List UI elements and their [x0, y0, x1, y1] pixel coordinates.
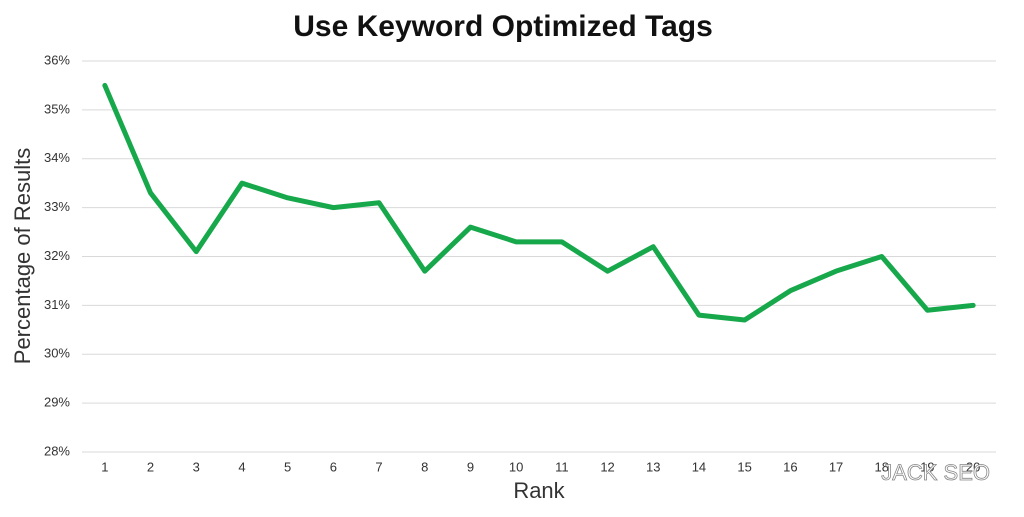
- x-tick-label: 20: [966, 459, 980, 474]
- data-line: [102, 82, 976, 323]
- y-tick-label: 28%: [44, 443, 70, 458]
- y-tick-label: 35%: [44, 101, 70, 116]
- x-tick-label: 16: [783, 459, 797, 474]
- chart-title: Use Keyword Optimized Tags: [293, 10, 713, 43]
- x-tick-label: 14: [692, 459, 706, 474]
- x-tick-label: 13: [646, 459, 660, 474]
- x-tick-label: 6: [330, 459, 337, 474]
- x-tick-label: 4: [238, 459, 245, 474]
- x-axis-label: Rank: [513, 478, 565, 503]
- x-tick-label: 2: [147, 459, 154, 474]
- y-tick-label: 29%: [44, 395, 70, 410]
- y-tick-label: 31%: [44, 297, 70, 312]
- x-tick-label: 18: [875, 459, 889, 474]
- y-tick-label: 30%: [44, 346, 70, 361]
- x-tick-label: 8: [421, 459, 428, 474]
- y-tick-label: 32%: [44, 248, 70, 263]
- y-axis-label: Percentage of Results: [10, 148, 35, 364]
- watermark: JACK SEO: [881, 460, 990, 485]
- x-tick-label: 5: [284, 459, 291, 474]
- x-tick-label: 11: [555, 459, 569, 474]
- x-tick-label: 12: [600, 459, 614, 474]
- y-tick-label: 33%: [44, 199, 70, 214]
- x-tick-label: 7: [375, 459, 382, 474]
- x-tick-label: 10: [509, 459, 523, 474]
- x-tick-label: 15: [737, 459, 751, 474]
- y-tick-label: 34%: [44, 150, 70, 165]
- y-tick-label: 36%: [44, 52, 70, 67]
- x-tick-label: 17: [829, 459, 843, 474]
- x-tick-label: 1: [101, 459, 108, 474]
- x-tick-label: 3: [193, 459, 200, 474]
- x-tick-label: 19: [920, 459, 934, 474]
- x-tick-label: 9: [467, 459, 474, 474]
